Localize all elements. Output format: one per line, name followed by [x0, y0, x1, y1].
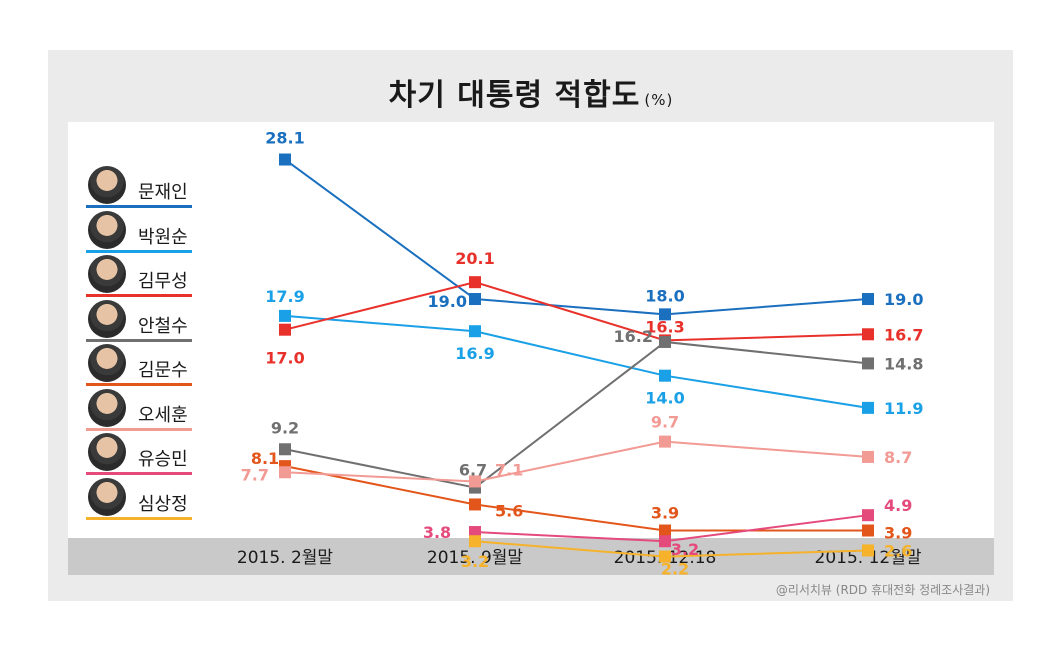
data-label: 7.7	[241, 465, 269, 484]
data-label: 8.7	[884, 448, 912, 467]
legend-label: 김문수	[138, 360, 188, 381]
data-label: 4.9	[884, 496, 912, 515]
data-point-marker	[279, 466, 291, 479]
person-portrait-icon	[88, 388, 126, 427]
legend-swatch	[86, 249, 192, 253]
series-line-박원순	[284, 314, 869, 409]
data-point-marker	[279, 153, 291, 166]
data-label: 2.2	[661, 560, 689, 579]
data-label: 7.1	[495, 460, 523, 479]
data-label: 14.8	[884, 354, 923, 373]
data-label: 9.7	[651, 413, 679, 432]
data-point-marker	[659, 435, 671, 448]
data-label: 17.0	[265, 349, 304, 368]
data-label: 11.9	[884, 399, 923, 418]
chart-title-unit: (%)	[644, 91, 674, 109]
data-point-marker	[659, 550, 671, 563]
data-label: 16.7	[884, 325, 923, 344]
data-label: 3.9	[651, 504, 679, 523]
data-point-marker	[659, 335, 671, 348]
x-axis-bar	[68, 538, 994, 575]
data-label: 18.0	[645, 286, 684, 305]
data-point-marker	[862, 293, 874, 306]
data-label: 3.2	[671, 540, 699, 559]
person-portrait-icon	[88, 166, 126, 204]
data-point-marker	[862, 450, 874, 463]
data-point-marker	[469, 475, 481, 488]
legend-swatch	[86, 294, 192, 297]
data-point-marker	[279, 309, 291, 322]
data-label: 6.7	[459, 461, 487, 480]
legend-label: 안철수	[138, 315, 188, 337]
person-portrait-icon	[88, 299, 126, 338]
data-label: 19.0	[428, 292, 467, 311]
data-point-marker	[862, 544, 874, 557]
data-label: 5.6	[495, 501, 523, 520]
data-label: 16.3	[645, 317, 684, 336]
legend-label: 문재인	[138, 182, 188, 203]
data-point-marker	[659, 308, 671, 321]
person-portrait-icon	[88, 477, 126, 516]
legend-swatch	[86, 516, 192, 520]
data-label: 3.9	[884, 524, 912, 543]
data-label: 8.1	[251, 449, 279, 468]
legend-label: 유승민	[138, 449, 188, 470]
data-label: 16.2	[614, 327, 653, 346]
legend-label: 심상정	[138, 493, 188, 515]
x-tick-label: 2015. 2월말	[237, 548, 334, 568]
data-point-marker	[659, 369, 671, 382]
data-label: 3.2	[461, 552, 489, 571]
chart-title-text: 차기 대통령 적합도	[388, 78, 641, 113]
data-point-marker	[469, 276, 481, 289]
chart-title: 차기 대통령 적합도 (%)	[0, 70, 1062, 114]
data-point-marker	[862, 401, 874, 414]
legend-swatch	[86, 205, 192, 208]
person-portrait-icon	[88, 255, 126, 293]
data-point-marker	[469, 325, 481, 338]
legend-swatch	[86, 427, 192, 431]
series-line-문재인	[284, 158, 869, 316]
data-point-marker	[862, 357, 874, 370]
data-label: 20.1	[455, 249, 494, 268]
data-point-marker	[659, 535, 671, 548]
data-point-marker	[469, 535, 481, 548]
data-point-marker	[469, 293, 481, 306]
source-note: @리서치뷰 (RDD 휴대전화 정례조사결과)	[775, 583, 990, 597]
data-point-marker	[279, 323, 291, 336]
data-label: 19.0	[884, 290, 923, 309]
legend-label: 김무성	[138, 271, 188, 292]
series-line-오세훈	[284, 440, 869, 483]
data-point-marker	[279, 443, 291, 456]
series-line-김무성	[284, 281, 869, 342]
data-point-marker	[469, 498, 481, 511]
legend-swatch	[86, 472, 192, 475]
data-label: 17.9	[265, 287, 304, 306]
data-point-marker	[659, 524, 671, 537]
legend-swatch	[86, 383, 192, 386]
legend-swatch	[86, 338, 192, 342]
x-tick-label: 2015. 9월말	[427, 548, 524, 568]
person-portrait-icon	[88, 210, 126, 249]
plot-area	[68, 122, 994, 538]
person-portrait-icon	[88, 344, 126, 382]
data-point-marker	[469, 526, 481, 539]
series-line-안철수	[284, 340, 869, 489]
data-label: 16.9	[455, 344, 494, 363]
data-label: 28.1	[265, 129, 304, 148]
legend-label: 오세훈	[138, 404, 188, 426]
data-label: 3.8	[423, 523, 451, 542]
person-portrait-icon	[88, 433, 126, 471]
data-label: 2.6	[884, 541, 912, 560]
data-label: 14.0	[645, 389, 684, 408]
legend-label: 박원순	[138, 226, 188, 248]
data-point-marker	[862, 509, 874, 522]
data-point-marker	[862, 328, 874, 341]
data-label: 9.2	[271, 418, 299, 437]
data-point-marker	[862, 524, 874, 537]
x-tick-label: 2015. 12월말	[815, 548, 922, 568]
series-line-김문수	[284, 465, 868, 532]
